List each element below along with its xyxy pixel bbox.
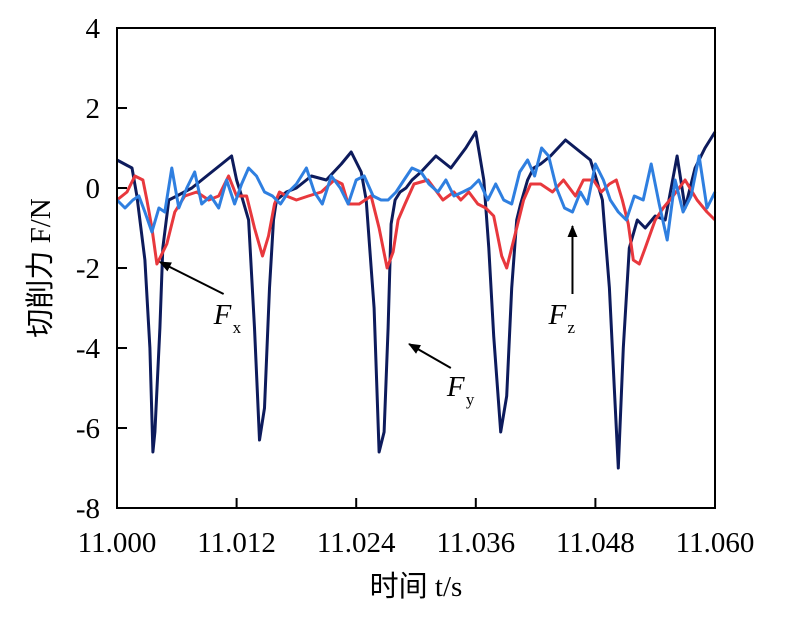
y-axis-title: 切削力 F/N <box>24 198 57 337</box>
y-tick-label: -8 <box>76 493 100 525</box>
annotation-subscript-y: y <box>466 390 475 409</box>
annotation-subscript-x: x <box>233 318 242 337</box>
annotation-arrow-y <box>408 343 452 369</box>
annotation-arrow-x <box>158 261 225 295</box>
annotation-label-y: F <box>446 371 465 403</box>
annotation-label-z: F <box>548 299 567 331</box>
x-tick-label: 11.000 <box>78 527 157 559</box>
annotation-subscript-z: z <box>568 318 576 337</box>
y-tick-label: 0 <box>86 173 101 205</box>
series-line-fx <box>116 174 717 270</box>
annotation-label-x: F <box>213 299 232 331</box>
x-tick-labels: 11.000 11.012 11.024 11.036 11.048 11.06… <box>78 527 755 559</box>
x-tick-label: 11.024 <box>317 527 396 559</box>
series-line-fz <box>115 146 717 242</box>
y-tick-label: 2 <box>86 93 101 125</box>
y-tick-label: -2 <box>76 253 100 285</box>
y-tick-labels: 4 2 0 -2 -4 -6 -8 <box>76 13 101 525</box>
x-axis-title: 时间 t/s <box>370 570 463 603</box>
y-tick-label: -6 <box>76 413 100 445</box>
axis-ticks <box>116 27 716 509</box>
x-tick-label: 11.012 <box>197 527 276 559</box>
x-tick-label: 11.036 <box>436 527 515 559</box>
series-layer <box>115 130 717 470</box>
y-tick-label: -4 <box>76 333 101 365</box>
x-tick-label: 11.060 <box>676 527 755 559</box>
series-line-fy <box>116 130 717 470</box>
y-tick-label: 4 <box>86 13 101 45</box>
x-tick-label: 11.048 <box>556 527 635 559</box>
plot-frame <box>116 27 716 509</box>
